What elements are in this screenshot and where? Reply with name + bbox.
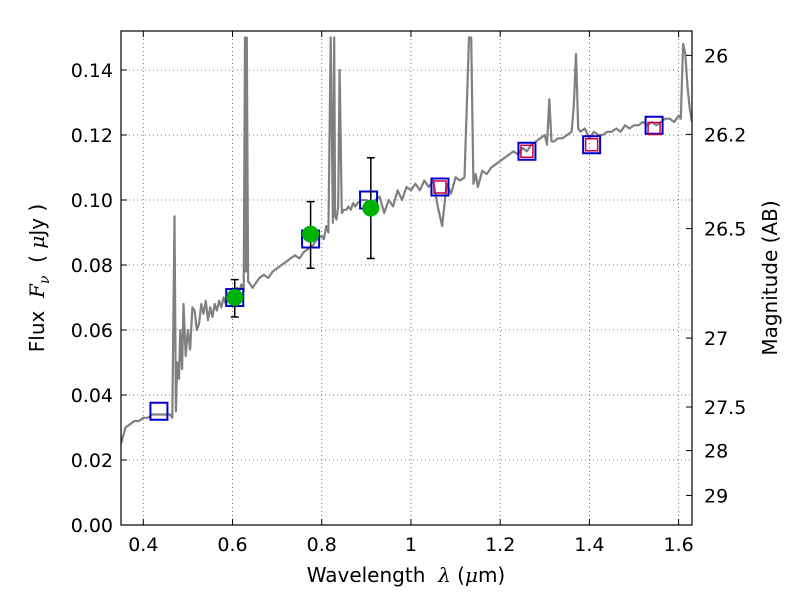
y-tick-label: 0.02 <box>71 450 113 472</box>
plot-area <box>121 31 692 525</box>
x-tick-label: 1.6 <box>664 534 694 556</box>
model-square-blue <box>430 177 450 197</box>
y-tick-label: 0.14 <box>71 60 113 82</box>
y-tick-label: 0.10 <box>71 190 113 212</box>
y-tick-label: 0.04 <box>71 385 113 407</box>
y-tick-label: 0.00 <box>71 515 113 537</box>
model-square-blue <box>517 141 537 161</box>
y2-tick-label: 28 <box>704 441 728 463</box>
y2-tick-label: 26 <box>704 45 728 67</box>
x-tick-label: 0.8 <box>307 534 337 556</box>
y-tick-label: 0.08 <box>71 255 113 277</box>
y2-tick-label: 26.2 <box>704 124 746 146</box>
y2-tick-label: 29 <box>704 485 728 507</box>
series-layer <box>121 36 692 445</box>
model-square-red <box>520 144 534 158</box>
tick-labels: 0.4 0.6 0.8 1 1.2 1.4 1.6 0.00 0.02 0.04 0.06 0.08 0… <box>71 45 747 556</box>
x-tick-label: 0.6 <box>217 534 247 556</box>
x-axis-label: Wavelength λ (μm) <box>307 563 506 587</box>
y2-tick-label: 27.5 <box>704 397 746 419</box>
y-tick-label: 0.06 <box>71 320 113 342</box>
y-axis-label: Flux Fν ( μJy ) <box>25 204 53 352</box>
plot-frame <box>120 30 693 526</box>
spectrum-line <box>121 36 692 445</box>
x-tick-label: 0.4 <box>128 534 158 556</box>
model-square-blue <box>582 135 602 155</box>
model-square-red <box>433 180 447 194</box>
observed-point <box>362 199 380 217</box>
x-tick-label: 1 <box>405 534 417 556</box>
y2-axis-label: Magnitude (AB) <box>758 200 782 355</box>
model-square-red <box>584 138 599 152</box>
y2-tick-label: 26.5 <box>704 219 746 241</box>
x-tick-label: 1.4 <box>574 534 604 556</box>
x-tick-label: 1.2 <box>485 534 515 556</box>
y2-tick-label: 27 <box>704 328 728 350</box>
observed-point <box>302 225 320 243</box>
tick-marks <box>121 31 692 526</box>
y-tick-label: 0.12 <box>71 125 113 147</box>
model-square-red <box>647 121 661 136</box>
model-square-blue <box>149 401 169 421</box>
marker-layer <box>149 115 664 421</box>
observed-point <box>226 289 244 306</box>
